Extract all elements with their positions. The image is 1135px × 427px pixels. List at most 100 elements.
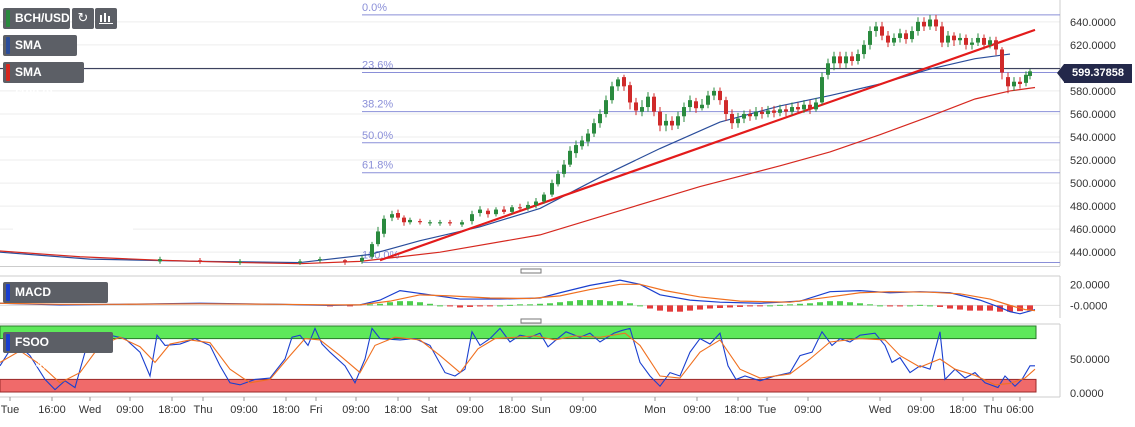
candle-body bbox=[952, 35, 956, 41]
x-axis: Tue 16:00 Wed 09:00 18:00 Thu 09:00 18:00 Fri 09:… bbox=[0, 396, 1060, 416]
macd-histogram-bar bbox=[887, 305, 893, 307]
sma100-pill[interactable]: SMA (100,0) bbox=[3, 62, 84, 100]
candle-body bbox=[994, 40, 998, 50]
current-price-tag: 599.37858 bbox=[1057, 64, 1132, 83]
macd-histogram-bar bbox=[727, 305, 733, 308]
candle-body bbox=[850, 56, 854, 61]
macd-line bbox=[0, 283, 1036, 312]
y-tick-label: 50.0000 bbox=[1070, 354, 1110, 366]
y-tick-label: 640.0000 bbox=[1070, 17, 1116, 29]
candle-body bbox=[766, 110, 770, 114]
x-tick-label: Fri bbox=[310, 404, 323, 416]
candle-body bbox=[988, 40, 992, 45]
macd-histogram-bar bbox=[877, 305, 883, 307]
candle-body bbox=[610, 86, 614, 101]
candle-body bbox=[360, 257, 364, 262]
candle-body bbox=[694, 101, 698, 109]
candle-body bbox=[370, 244, 374, 257]
candle-body bbox=[844, 56, 848, 64]
candle-body bbox=[802, 104, 806, 110]
candle-body bbox=[820, 77, 824, 103]
macd-histogram-bar bbox=[457, 305, 463, 308]
macd-pill[interactable]: MACD (12,26,9) bbox=[3, 282, 108, 320]
candle-body bbox=[748, 113, 752, 117]
refresh-button[interactable]: ↻ bbox=[72, 8, 94, 29]
macd-histogram-bar bbox=[447, 305, 453, 307]
symbol-pill[interactable]: BCH/USD bbox=[3, 8, 70, 29]
macd-histogram-bar bbox=[917, 304, 923, 306]
candle-body bbox=[778, 109, 782, 113]
candle-body bbox=[736, 118, 740, 124]
x-tick-label: Tue bbox=[758, 404, 777, 416]
macd-histogram-bar bbox=[587, 300, 593, 306]
candle-body bbox=[510, 207, 514, 212]
macd-histogram-bar bbox=[527, 304, 533, 306]
macd-histogram-bar bbox=[647, 305, 653, 309]
candle-body bbox=[934, 19, 938, 27]
candle-body bbox=[742, 113, 746, 119]
overbought-zone bbox=[0, 325, 1037, 340]
x-tick-label: 18:00 bbox=[498, 404, 526, 416]
sma50-pill[interactable]: SMA (50,0) bbox=[3, 35, 77, 73]
candle-body bbox=[670, 120, 674, 126]
macd-histogram-bar bbox=[497, 305, 503, 307]
fsoo-pill[interactable]: FSOO (14,3,80,20) bbox=[3, 332, 113, 370]
candle-body bbox=[376, 231, 380, 245]
x-tick-label: 09:00 bbox=[569, 404, 597, 416]
macd-histogram-bar bbox=[397, 301, 403, 306]
chart-type-button[interactable] bbox=[95, 8, 117, 29]
macd-histogram-bar bbox=[547, 303, 553, 306]
x-tick-label: Tue bbox=[1, 404, 20, 416]
macd-histogram-bar bbox=[797, 303, 803, 306]
candle-body bbox=[298, 261, 302, 263]
macd-histogram-bar bbox=[437, 305, 443, 307]
y-tick-label: 20.0000 bbox=[1070, 279, 1110, 291]
fsoo-label: FSOO (14,3,80,20) bbox=[15, 335, 80, 370]
x-tick-label: Sat bbox=[421, 404, 438, 416]
panel-separator bbox=[0, 266, 1060, 267]
macd-histogram-bar bbox=[377, 303, 383, 306]
price-panel[interactable]: 640.0000620.0000600.0000580.0000560.0000… bbox=[0, 0, 1116, 274]
y-tick-label: 560.0000 bbox=[1070, 109, 1116, 121]
candle-body bbox=[718, 90, 722, 101]
macd-histogram-bar bbox=[767, 305, 773, 307]
candle-body bbox=[1012, 81, 1016, 87]
x-tick-label: 09:00 bbox=[230, 404, 258, 416]
macd-histogram-bar bbox=[487, 305, 493, 307]
x-tick-label: Wed bbox=[869, 404, 891, 416]
candle-body bbox=[976, 37, 980, 43]
sma100-label: SMA (100,0) bbox=[15, 65, 54, 100]
candle-body bbox=[784, 109, 788, 112]
candle-body bbox=[628, 85, 632, 103]
candle-body bbox=[910, 31, 914, 40]
y-tick-label: 540.0000 bbox=[1070, 132, 1116, 144]
macd-histogram-bar bbox=[577, 300, 583, 306]
candle-body bbox=[874, 26, 878, 32]
candle-body bbox=[438, 222, 442, 224]
candle-body bbox=[658, 111, 662, 126]
candle-body bbox=[592, 123, 596, 134]
candle-body bbox=[724, 100, 728, 114]
x-tick-label: 09:00 bbox=[683, 404, 711, 416]
candle-body bbox=[982, 37, 986, 45]
macd-histogram-bar bbox=[607, 301, 613, 306]
candle-body bbox=[343, 260, 347, 263]
macd-histogram-bar bbox=[597, 300, 603, 306]
candle-body bbox=[486, 210, 490, 215]
candle-body bbox=[634, 102, 638, 111]
macd-panel[interactable]: 20.0000 -0.0000 bbox=[0, 275, 1110, 324]
x-tick-label: 18:00 bbox=[384, 404, 412, 416]
oversold-zone bbox=[0, 378, 1037, 393]
candle-body bbox=[574, 145, 578, 154]
fsoo-panel[interactable]: 50.0000 0.0000 bbox=[0, 323, 1110, 400]
candle-body bbox=[646, 96, 650, 108]
x-tick-label: Mon bbox=[644, 404, 665, 416]
macd-histogram-bar bbox=[747, 305, 753, 307]
macd-line bbox=[0, 279, 1036, 315]
candle-body bbox=[688, 100, 692, 108]
macd-histogram-bar bbox=[787, 304, 793, 306]
candle-body bbox=[562, 164, 566, 174]
macd-swatch bbox=[6, 284, 10, 301]
candle-body bbox=[526, 204, 530, 209]
